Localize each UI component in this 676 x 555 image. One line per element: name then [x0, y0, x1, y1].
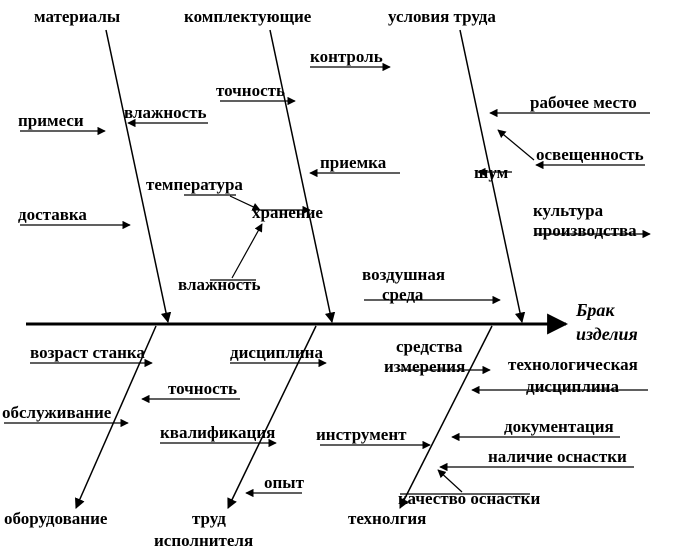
- cause-оборудование-2: обслуживание: [2, 403, 112, 422]
- category-материалы: материалы: [34, 7, 120, 26]
- cause-технолгия-1: технологическая: [508, 355, 638, 374]
- cause-материалы-2: доставка: [18, 205, 87, 224]
- cause-комплектующие-3: температура: [146, 175, 243, 194]
- subarrow-комплектующие-1: [232, 224, 262, 278]
- cause-технолгия-4: наличие оснастки: [488, 447, 627, 466]
- cause-комплектующие-5: влажность: [178, 275, 261, 294]
- cause-технолгия-5: качество оснастки: [398, 489, 540, 508]
- cause-технолгия-1-b: дисциплина: [526, 377, 619, 396]
- category-труд исполнителя: труд: [192, 509, 226, 528]
- cause-комплектующие-0: контроль: [310, 47, 383, 66]
- fishbone-diagram: Брак изделия материалы примеси влажность дост…: [0, 0, 676, 555]
- cause-комплектующие-4: хранение: [252, 203, 323, 222]
- bone-комплектующие: [270, 30, 332, 322]
- category-оборудование: оборудование: [4, 509, 108, 528]
- cause-труд исполнителя-1: квалификация: [160, 423, 275, 442]
- cause-технолгия-3: документация: [504, 417, 614, 436]
- category-комплектующие: комплектующие: [184, 7, 312, 26]
- cause-условия труда-4: воздушная: [362, 265, 445, 284]
- category-условия труда: условия труда: [388, 7, 496, 26]
- cause-материалы-0: примеси: [18, 111, 84, 130]
- cause-оборудование-1: точность: [168, 379, 237, 398]
- cause-условия труда-4-b: среда: [382, 285, 424, 304]
- cause-условия труда-3: культура: [533, 201, 604, 220]
- effect-line1: Брак: [575, 300, 615, 320]
- cause-условия труда-1: освещенность: [536, 145, 644, 164]
- category-технолгия: технолгия: [348, 509, 426, 528]
- cause-оборудование-0: возраст станка: [30, 343, 145, 362]
- category-труд исполнителя-2: исполнителя: [154, 531, 253, 550]
- cause-условия труда-0: рабочее место: [530, 93, 637, 112]
- cause-технолгия-0-b: измерения: [384, 357, 465, 376]
- cause-условия труда-3-b: производства: [533, 221, 637, 240]
- cause-технолгия-0: средства: [396, 337, 463, 356]
- effect-line2: изделия: [576, 324, 638, 344]
- cause-технолгия-2: инструмент: [316, 425, 407, 444]
- cause-материалы-1: влажность: [124, 103, 207, 122]
- cause-труд исполнителя-0: дисциплина: [230, 343, 323, 362]
- cause-труд исполнителя-2: опыт: [264, 473, 305, 492]
- subarrow-условия труда-0: [498, 130, 534, 160]
- cause-комплектующие-2: приемка: [320, 153, 387, 172]
- cause-комплектующие-1: точность: [216, 81, 285, 100]
